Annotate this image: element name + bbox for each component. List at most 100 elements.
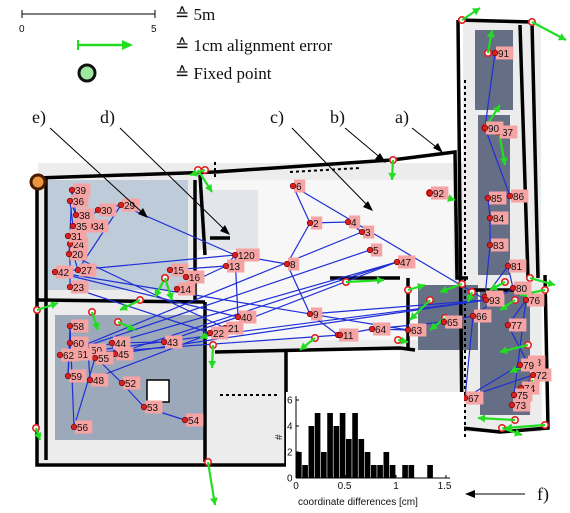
- alignment-error-arrow: [114, 317, 136, 331]
- histogram-bar: [389, 465, 396, 478]
- graph-node-label: 45: [118, 350, 130, 361]
- graph-node-label: 55: [98, 354, 110, 365]
- graph-edge: [59, 231, 363, 356]
- graph-edge: [464, 315, 474, 399]
- histogram-bar: [352, 413, 358, 478]
- graph-node-label: 20: [72, 250, 84, 261]
- graph-node: 79: [516, 358, 539, 372]
- graph-node-label: 92: [433, 189, 445, 200]
- graph-node-label: 13: [229, 262, 241, 273]
- graph-node: 48: [86, 373, 109, 387]
- graph-node-label: 44: [115, 339, 127, 350]
- histogram-bar: [314, 413, 321, 478]
- graph-node-label: 34: [93, 222, 105, 233]
- graph-edge: [59, 299, 487, 356]
- graph-node-label: 67: [468, 394, 480, 405]
- graph-node-label: 52: [125, 379, 137, 390]
- graph-node: 5: [366, 243, 383, 257]
- graph-node-label: 36: [73, 197, 85, 208]
- graph-node: 40: [234, 310, 257, 324]
- callout-d: d): [100, 107, 230, 235]
- graph-node: 27: [74, 263, 97, 277]
- graph-node: 73: [508, 398, 531, 412]
- histogram-ylabel: #: [274, 434, 285, 440]
- scale-tick-left: 0: [19, 24, 25, 35]
- graph-node-label: 54: [188, 416, 200, 427]
- graph-edge: [286, 263, 311, 315]
- histogram-bar: [333, 426, 340, 478]
- graph-node: 23: [66, 280, 89, 294]
- graph-edge: [507, 265, 514, 289]
- graph-node: 9: [306, 307, 323, 321]
- graph-node-label: 120: [238, 251, 255, 262]
- histogram-x-tick-label: 1: [393, 481, 399, 492]
- graph-edge: [484, 52, 496, 129]
- graph-edge: [286, 222, 311, 265]
- graph-node: 47: [393, 255, 416, 269]
- graph-node-label: 63: [411, 326, 423, 337]
- alignment-error-arrow: [393, 335, 409, 345]
- graph-node: 6: [289, 179, 306, 193]
- histogram-inset: 0 0.5 1 1.5 0 2 4 6 coordinate differences [cm]…: [274, 392, 464, 508]
- graph-node: 80: [509, 281, 532, 295]
- graph-edge: [487, 197, 491, 219]
- graph-node-label: 11: [343, 331, 354, 342]
- graph-node-label: 91: [498, 49, 510, 60]
- histogram-bar: [383, 452, 390, 478]
- histogram-bar: [408, 465, 415, 478]
- graph-node: 76: [522, 293, 545, 307]
- histogram-bar: [321, 452, 327, 478]
- graph-edge: [484, 244, 491, 298]
- alignment-error-arrow: [527, 17, 567, 41]
- small-square: [146, 379, 170, 403]
- graph-node-label: 16: [189, 273, 201, 284]
- graph-node-label: 27: [81, 266, 93, 277]
- graph-node: 86: [506, 189, 529, 203]
- graph-node-label: 31: [71, 232, 83, 243]
- graph-node: 16: [182, 270, 205, 284]
- graph-node: 77: [504, 318, 527, 332]
- callout-b: b): [330, 107, 386, 163]
- dashed-walls: [214, 80, 466, 440]
- alignment-error-arrow: [204, 457, 218, 506]
- histogram-bar: [339, 413, 346, 478]
- graph-node: 62: [56, 348, 79, 362]
- graph-node-label: 22: [213, 329, 225, 340]
- alignment-error-arrow: [483, 29, 495, 57]
- graph-node-label: 73: [515, 401, 527, 412]
- graph-node: 42: [51, 265, 74, 279]
- graph-edge: [309, 299, 487, 315]
- graph-node: 93: [482, 293, 505, 307]
- graph-node-label: 93: [489, 296, 501, 307]
- histogram-bar: [302, 465, 308, 478]
- alignment-error-arrow: [32, 301, 59, 314]
- alignment-error-arrow: [525, 273, 556, 287]
- histogram-x-tick-label: 1.5: [438, 481, 452, 492]
- histogram-axes: 0 0.5 1 1.5 0 2 4 6: [287, 396, 452, 493]
- graph-node: 11: [336, 328, 359, 342]
- histogram-x-tick-label: 0.5: [338, 481, 352, 492]
- graph-node-label: 30: [101, 206, 113, 217]
- histogram-bars: [296, 413, 433, 478]
- graph-node-label: 23: [73, 283, 85, 294]
- graph-node: 38: [72, 208, 95, 222]
- graph-node-label: 86: [513, 192, 525, 203]
- graph-node-label: 79: [523, 361, 535, 372]
- graph-node-label: 21: [228, 324, 240, 335]
- alignment-error-arrow: [161, 273, 174, 301]
- alignment-error-arrow: [403, 283, 426, 294]
- graph-node: 56: [70, 420, 93, 434]
- graph-node-label: 5: [373, 246, 379, 257]
- graph-node-label: 43: [167, 338, 179, 349]
- graph-node-label: 90: [488, 124, 500, 135]
- graph-node: 53: [140, 400, 163, 414]
- graph-node: 2: [306, 216, 323, 230]
- graph-node-label: 61: [77, 350, 89, 361]
- callout-f: f): [465, 484, 549, 505]
- graph-node: 36: [66, 194, 89, 208]
- alignment-error-arrow: [189, 166, 210, 177]
- graph-node: 60: [66, 336, 89, 350]
- histogram-x-tick-label: 0: [293, 481, 299, 492]
- graph-node-label: 8: [290, 260, 296, 271]
